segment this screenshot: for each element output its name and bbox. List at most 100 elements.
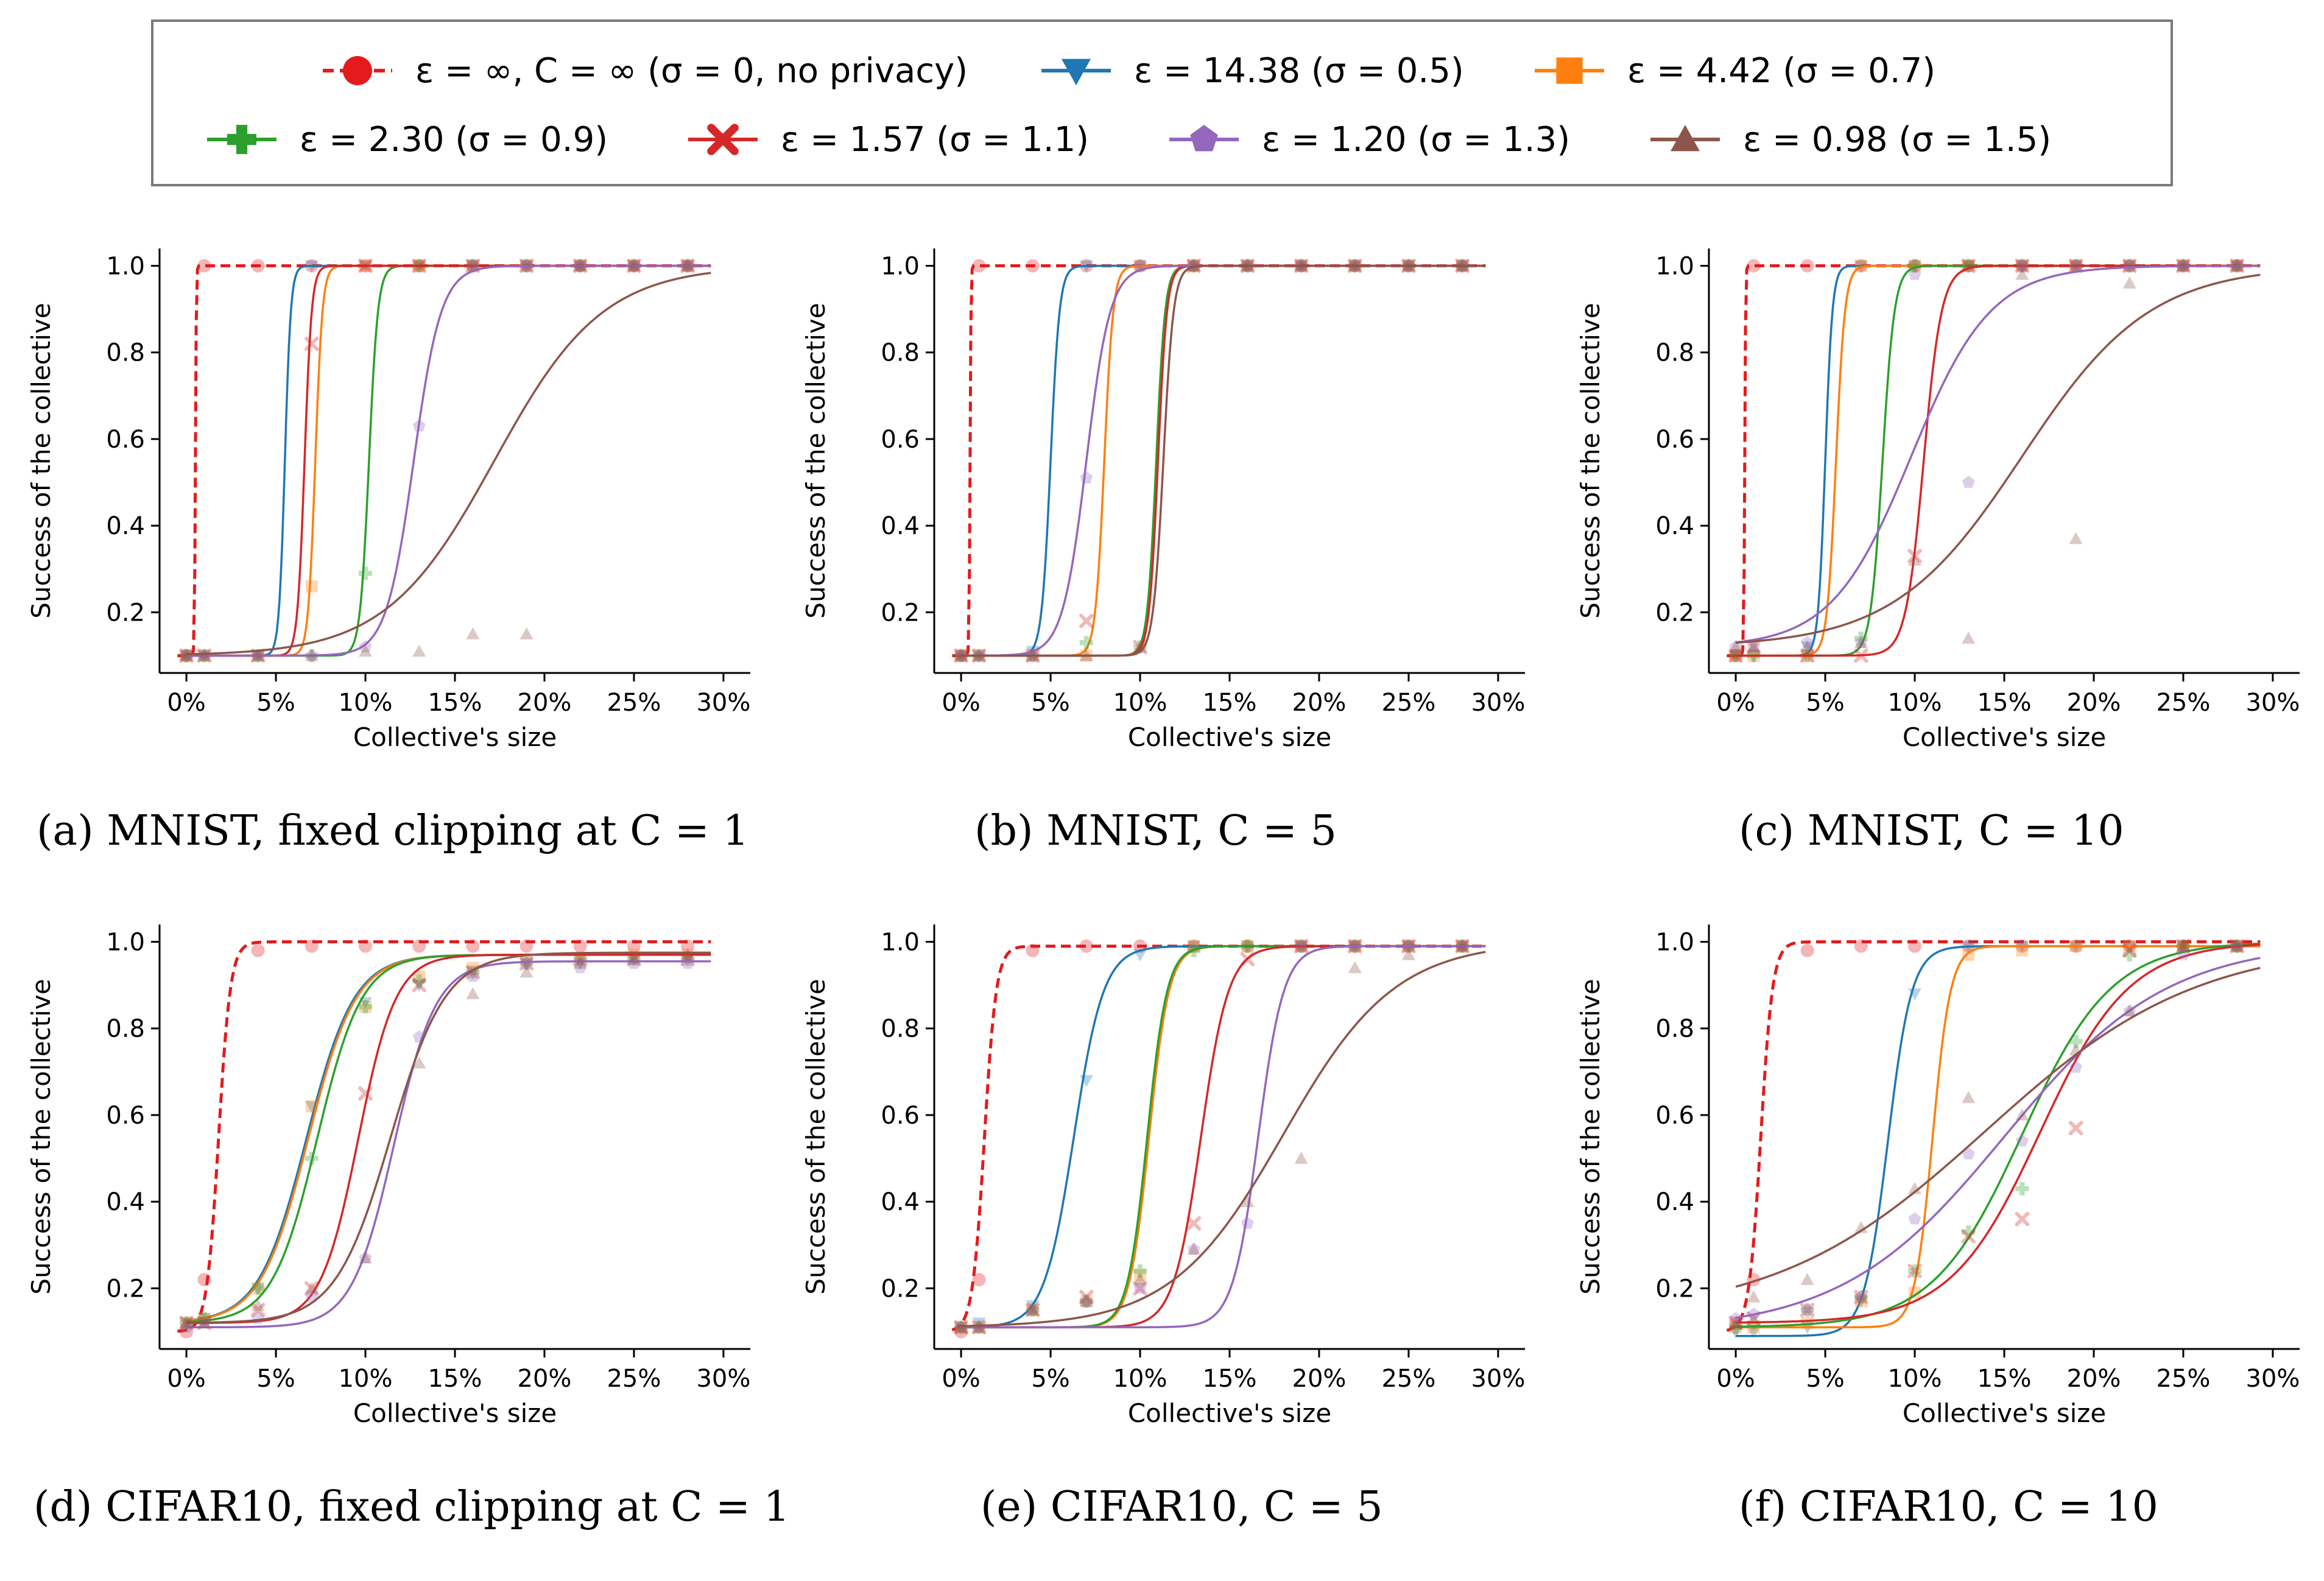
panel-d-series-c-0-no-privacy xyxy=(177,939,711,1339)
panel-d-point-0-98-1-5 xyxy=(627,952,641,965)
panel-e-point-1-57-1-1-stroke-2 xyxy=(1025,1303,1040,1317)
panel-f-curve-1-20-1-3 xyxy=(1735,957,2261,1319)
legend-label-sigma-0-7: ε = 4.42 (σ = 0.7) xyxy=(1627,51,1936,91)
legend-swatch-marker-square xyxy=(1556,57,1583,84)
panel-b: 0% 5% 10% 15% 20% 25% 30% 0.2 0.4 0.6 0.8 1.0 Collec… xyxy=(801,248,1525,752)
panel-f-point-14-38-0-5 xyxy=(1908,988,1922,1001)
panel-e-point-1-57-1-1 xyxy=(1294,938,1309,954)
panel-b-point-1-57-1-1-stroke-1 xyxy=(1133,639,1147,655)
panel-a-series-4-42-0-7 xyxy=(180,259,711,662)
panel-e-point-1-20-1-3 xyxy=(1187,1242,1200,1255)
panel-a-point-1-20-1-3 xyxy=(180,649,193,661)
panel-d-point-1-20-1-3 xyxy=(627,957,641,969)
panel-e-point-4-42-0-7 xyxy=(1026,1304,1039,1316)
panel-c-point-1-57-1-1 xyxy=(1746,639,1761,655)
panel-b-point-0-98-1-5 xyxy=(972,649,986,661)
panel-e-point-0-98-1-5 xyxy=(1401,948,1415,960)
panel-c-point-1-20-1-3 xyxy=(1908,267,1921,280)
panel-e-point-14-38-0-5 xyxy=(972,1317,986,1330)
panel-f-point-0-98-1-5 xyxy=(1729,1316,1743,1329)
panel-c-point-0-98-1-5 xyxy=(2015,267,2029,280)
panel-f-point-1-57-1-1-stroke-2 xyxy=(2176,938,2191,954)
panel-f-point-c-0-no-privacy xyxy=(1908,939,1922,953)
panel-c-x-tick-label: 15% xyxy=(1977,689,2032,717)
legend-swatch-marker-circle xyxy=(343,56,372,85)
panel-a-curve-0-98-1-5 xyxy=(186,272,711,656)
panel-a-point-0-98-1-5 xyxy=(305,649,319,661)
panel-f-series-1-20-1-3 xyxy=(1729,939,2261,1325)
panel-c-y-tick-label: 0.2 xyxy=(1655,599,1694,627)
panel-d-y-tick-label: 0.8 xyxy=(106,1015,145,1043)
panel-d-point-1-57-1-1 xyxy=(519,956,534,971)
panel-f-point-1-57-1-1-stroke-2 xyxy=(2230,938,2244,954)
legend-swatch-sigma-0-5 xyxy=(1041,58,1111,85)
panel-d-x-tick-label: 20% xyxy=(518,1365,572,1393)
panel-e-curve-0-98-1-5 xyxy=(961,951,1486,1328)
panel-a-point-1-57-1-1-stroke-2 xyxy=(412,258,427,273)
legend-item-sigma-1-1: ε = 1.57 (σ = 1.1) xyxy=(683,115,1089,164)
panel-c-point-0-98-1-5 xyxy=(1800,640,1814,653)
panel-c-point-0-98-1-5 xyxy=(1854,636,1868,649)
panel-d-point-1-57-1-1-stroke-1 xyxy=(680,952,695,967)
panel-b-y-tick-label: 0.6 xyxy=(881,426,920,454)
panel-f-point-1-57-1-1-stroke-2 xyxy=(1961,1229,1976,1244)
panel-d-point-c-0-no-privacy xyxy=(627,939,641,953)
panel-d-point-2-30-0-9 xyxy=(519,957,533,970)
panel-e-point-2-30-0-9 xyxy=(1187,943,1201,957)
panel-c-y-axis-label: Success of the collective xyxy=(1576,303,1605,618)
panel-f-point-c-0-no-privacy xyxy=(1800,943,1814,957)
panel-d-y-tick-label: 1.0 xyxy=(106,928,145,956)
legend-item-sigma-0-7: ε = 4.42 (σ = 0.7) xyxy=(1530,46,1935,95)
panel-e-point-c-0-no-privacy xyxy=(1026,943,1040,957)
panel-a-point-0-98-1-5 xyxy=(197,649,211,661)
panel-c-point-1-57-1-1-stroke-2 xyxy=(1746,639,1761,655)
panel-b-x-axis-label: Collective's size xyxy=(1128,722,1331,752)
panel-b-y-tick-label: 0.2 xyxy=(881,599,920,627)
panel-f-point-0-98-1-5 xyxy=(1908,1181,1922,1194)
panel-d-point-1-57-1-1-stroke-1 xyxy=(572,952,588,967)
panel-b-point-14-38-0-5 xyxy=(1079,260,1093,273)
panel-b-x-tick-label: 15% xyxy=(1203,689,1257,717)
panel-d-point-1-57-1-1-stroke-2 xyxy=(250,1303,266,1317)
panel-b-curve-0-98-1-5 xyxy=(961,264,1486,657)
legend-item-sigma-0-9: ε = 2.30 (σ = 0.9) xyxy=(202,115,608,164)
panel-e: 0% 5% 10% 15% 20% 25% 30% 0.2 0.4 0.6 0.8 1.0 Collec… xyxy=(801,924,1525,1428)
panel-a-curve-14-38-0-5 xyxy=(186,264,711,657)
panel-e-y-tick-label: 0.4 xyxy=(881,1188,920,1216)
panel-a-point-1-57-1-1 xyxy=(412,258,427,273)
panel-c-point-0-98-1-5 xyxy=(1747,640,1761,653)
panel-e-point-14-38-0-5 xyxy=(1187,940,1201,953)
panel-e-point-c-0-no-privacy xyxy=(972,1273,986,1287)
panel-a-series-0-98-1-5 xyxy=(180,259,711,661)
panel-b-x-tick-label: 10% xyxy=(1113,689,1167,717)
panel-c-point-1-57-1-1 xyxy=(1728,648,1743,663)
panel-d-point-1-57-1-1-stroke-2 xyxy=(572,952,588,967)
legend-swatch-marker-plus xyxy=(227,125,256,154)
panel-c-curve-c-0-no-privacy xyxy=(1727,264,2261,658)
panel-f-point-0-98-1-5 xyxy=(2015,1108,2029,1121)
panel-e-series-14-38-0-5 xyxy=(954,940,1486,1334)
panel-f-point-1-57-1-1-stroke-1 xyxy=(2122,943,2137,958)
panel-d-point-0-98-1-5 xyxy=(305,1281,319,1294)
panel-e-point-14-38-0-5 xyxy=(1133,949,1147,962)
panel-a-point-14-38-0-5 xyxy=(305,260,319,273)
panel-e-point-1-57-1-1 xyxy=(1186,1216,1202,1231)
panel-a-point-1-20-1-3 xyxy=(305,649,319,661)
panel-d-point-c-0-no-privacy xyxy=(519,939,533,953)
panel-c-curve-14-38-0-5 xyxy=(1736,264,2261,657)
legend-swatch-marker-pentagon xyxy=(1190,125,1218,152)
panel-e-point-4-42-0-7 xyxy=(1080,1295,1093,1308)
panel-c-series-1-20-1-3 xyxy=(1729,259,2261,653)
panel-d-point-1-57-1-1-stroke-1 xyxy=(358,1086,373,1101)
panel-d-point-2-30-0-9 xyxy=(197,1312,211,1326)
panel-a-point-c-0-no-privacy xyxy=(197,259,211,273)
panel-e-x-tick-label: 15% xyxy=(1203,1365,1257,1393)
panel-f-point-14-38-0-5 xyxy=(1729,1326,1743,1339)
panel-e-point-14-38-0-5 xyxy=(1079,1075,1093,1088)
panel-d-point-c-0-no-privacy xyxy=(305,939,319,953)
panel-d-point-1-57-1-1 xyxy=(250,1303,266,1317)
panel-e-point-0-98-1-5 xyxy=(972,1320,986,1333)
panel-d-point-4-42-0-7 xyxy=(413,970,426,983)
panel-d-point-1-57-1-1-stroke-2 xyxy=(412,977,427,993)
panel-c-point-1-57-1-1-stroke-1 xyxy=(1800,648,1815,663)
